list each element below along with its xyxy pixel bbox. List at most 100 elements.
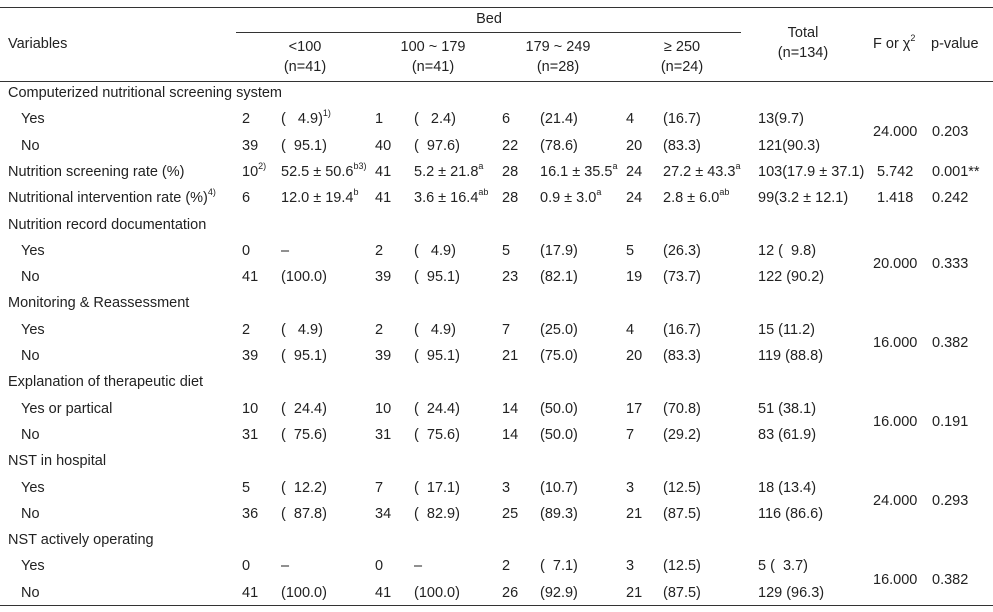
total-value: 116 (86.6)	[758, 505, 824, 522]
row-label: No	[21, 505, 40, 522]
group-4-value: (83.3)	[663, 348, 701, 364]
f-value: 1.418	[877, 190, 914, 207]
row-label: Yes or partical	[21, 400, 113, 417]
section-label: NST actively operating	[8, 532, 154, 549]
section-label: Computerized nutritional screening syste…	[8, 85, 283, 101]
group-4-count: 21	[626, 584, 643, 601]
row-label: No	[21, 584, 40, 601]
group-3-value: (10.7)	[540, 479, 578, 496]
group-3-count: 22	[502, 137, 519, 154]
group-3-count: 23	[502, 269, 519, 286]
group-3-count: 3	[502, 479, 511, 496]
group-2-value: ( 4.9)	[414, 242, 456, 259]
group-1-count: 39	[242, 137, 259, 154]
group-3-count: 28	[502, 190, 519, 207]
group-4-count: 19	[626, 269, 643, 286]
group-3-count: 14	[502, 400, 519, 417]
group-3-value: ( 7.1)	[540, 558, 578, 575]
total-value: 99(3.2 ± 12.1)	[758, 190, 849, 207]
group-1-value: ( 95.1)	[281, 137, 327, 154]
group-4-value: (87.5)	[663, 505, 701, 522]
group-2-value: –	[414, 558, 423, 575]
group-4-value: (16.7)	[663, 111, 701, 128]
group-1-count: 41	[242, 269, 259, 286]
total-value: 129 (96.3)	[758, 584, 825, 601]
group-1-value: ( 12.2)	[281, 479, 327, 496]
group-1-count: 41	[242, 584, 259, 601]
group-3-value: (75.0)	[540, 348, 578, 364]
group-2-n: (n=41)	[411, 59, 455, 75]
header-total-n: (n=134)	[777, 45, 829, 61]
group-1-value: (100.0)	[281, 584, 327, 601]
group-1-value: ( 4.9)	[281, 321, 323, 338]
group-1-count: 31	[242, 426, 259, 443]
f-value: 5.742	[877, 163, 914, 180]
header-f-sup: 2	[910, 33, 916, 44]
p-value: 0.293	[932, 492, 969, 509]
group-3-count: 6	[502, 111, 511, 128]
p-value: 0.203	[932, 124, 969, 141]
group-4-count: 24	[626, 163, 643, 180]
group-4-value: (26.3)	[663, 242, 701, 259]
group-4-value: (12.5)	[663, 558, 701, 575]
group-4-value: (70.8)	[663, 400, 701, 417]
p-value: 0.191	[932, 413, 969, 430]
section-label: Explanation of therapeutic diet	[8, 374, 204, 391]
group-1-count: 0	[242, 558, 251, 575]
group-4-value: (83.3)	[663, 137, 701, 154]
group-3-count: 2	[502, 558, 511, 575]
row-label: Yes	[21, 321, 45, 338]
row-label: Yes	[21, 111, 45, 128]
group-3-value: (17.9)	[540, 242, 578, 259]
group-1-value: ( 75.6)	[281, 426, 327, 443]
row-label: No	[21, 348, 40, 364]
group-2-count: 2	[375, 242, 384, 259]
group-3-value: (50.0)	[540, 400, 578, 417]
total-value: 15 (11.2)	[758, 321, 815, 338]
group-2-count: 10	[375, 400, 392, 417]
row-label: Nutritional intervention rate (%)4)	[8, 187, 216, 207]
group-3-label: 179 ~ 249	[525, 39, 591, 55]
group-1-count: 6	[242, 190, 251, 207]
group-1-value: 12.0 ± 19.4b	[281, 187, 359, 207]
row-label: Yes	[21, 242, 45, 259]
group-4-label: ≥ 250	[663, 39, 701, 55]
group-1-value: ( 4.9)1)	[281, 108, 331, 128]
total-value: 122 (90.2)	[758, 269, 825, 286]
group-2-value: ( 24.4)	[414, 400, 460, 417]
group-3-value: (89.3)	[540, 505, 578, 522]
total-value: 119 (88.8)	[758, 348, 824, 364]
group-2-count: 39	[375, 348, 392, 364]
group-4-value: 27.2 ± 43.3a	[663, 161, 741, 180]
group-1-count: 36	[242, 505, 259, 522]
group-1-value: ( 95.1)	[281, 348, 327, 364]
group-4-value: (16.7)	[663, 321, 701, 338]
header-variables: Variables	[8, 36, 68, 52]
total-value: 83 (61.9)	[758, 426, 817, 443]
group-1-label: <100	[288, 39, 322, 55]
group-4-count: 3	[626, 479, 635, 496]
header-bed: Bed	[476, 11, 502, 27]
group-2-value: (100.0)	[414, 584, 460, 601]
group-4-value: (12.5)	[663, 479, 701, 496]
group-2-value: ( 75.6)	[414, 426, 460, 443]
group-1-count: 0	[242, 242, 251, 259]
row-label: Yes	[21, 479, 45, 496]
group-2-value: 3.6 ± 16.4ab	[414, 187, 489, 207]
section-label: NST in hospital	[8, 453, 107, 470]
group-3-count: 28	[502, 163, 519, 180]
group-4-count: 4	[626, 111, 635, 128]
header-f-text: F or χ	[873, 36, 911, 52]
group-4-n: (n=24)	[660, 59, 704, 75]
group-2-count: 0	[375, 558, 384, 575]
total-value: 5 ( 3.7)	[758, 558, 808, 575]
p-value: 0.382	[932, 571, 969, 588]
header-bottom-rule	[0, 81, 993, 82]
header-f: F or χ2	[873, 33, 916, 53]
section-label: Monitoring & Reassessment	[8, 295, 190, 312]
group-3-value: (21.4)	[540, 111, 578, 128]
header-total: Total	[787, 25, 819, 41]
f-value: 16.000	[873, 334, 918, 351]
section-label: Nutrition record documentation	[8, 216, 207, 233]
